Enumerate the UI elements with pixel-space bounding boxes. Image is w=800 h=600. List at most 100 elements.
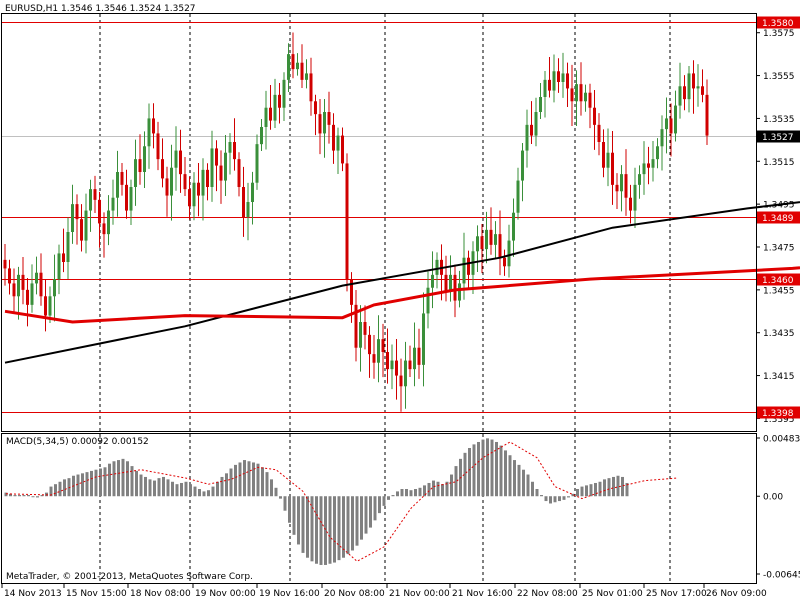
macd-axis: 0.00483 0.00 -0.00645	[756, 435, 800, 581]
macd-bar	[126, 461, 129, 497]
candle-body	[386, 352, 389, 370]
macd-signal-group	[5, 441, 677, 562]
macd-bar	[225, 473, 228, 497]
macd-bar	[450, 474, 453, 497]
level-label-box	[757, 16, 800, 29]
candle-body	[179, 150, 182, 175]
candle-body	[624, 174, 628, 198]
time-label: 21 Nov 00:00	[389, 589, 450, 599]
candle-body	[476, 236, 479, 252]
candle-body	[17, 274, 20, 297]
candle-body	[683, 86, 686, 100]
macd-bar	[571, 493, 575, 497]
macd-bar	[297, 496, 300, 545]
macd-bar	[40, 495, 44, 497]
candle-body	[44, 296, 47, 316]
macd-bar	[175, 484, 179, 497]
macd-bar	[184, 481, 188, 497]
macd-tick-label: 0.00483	[763, 435, 800, 445]
macd-bar	[603, 479, 606, 497]
macd-bar	[139, 474, 143, 497]
macd-bar	[549, 496, 552, 504]
macd-bar	[306, 496, 309, 558]
macd-bar	[454, 466, 458, 497]
candle-body	[593, 107, 596, 125]
macd-bar	[517, 464, 521, 497]
macd-bar	[333, 496, 336, 563]
macd-bar	[585, 485, 588, 497]
level-label-box	[757, 273, 800, 286]
candle-body	[395, 360, 398, 376]
macd-bar	[495, 441, 498, 497]
macd-bar	[220, 476, 224, 497]
macd-bar	[31, 496, 35, 498]
macd-bar	[346, 496, 350, 555]
candle-body	[530, 124, 533, 136]
candle-body	[431, 274, 434, 288]
candle-body	[539, 97, 542, 112]
macd-bar	[616, 475, 620, 497]
candle-body	[327, 112, 331, 125]
candle-body	[170, 167, 173, 196]
macd-bar	[256, 463, 260, 497]
candle-body	[287, 54, 290, 80]
candle-body	[435, 259, 439, 275]
macd-bar	[180, 482, 183, 497]
macd-bar	[198, 489, 201, 497]
macd-bar	[567, 496, 570, 498]
time-label: 20 Nov 08:00	[324, 589, 385, 599]
candle-body	[264, 107, 268, 127]
level-label-box	[757, 406, 800, 419]
macd-histogram	[4, 438, 629, 565]
macd-bar	[463, 452, 467, 497]
macd-bar	[166, 479, 170, 497]
candle-body	[336, 135, 340, 151]
candle-body	[183, 174, 187, 190]
candle-body	[422, 313, 425, 365]
candle-body	[125, 184, 128, 211]
macd-bar	[252, 462, 255, 497]
macd-bar	[310, 496, 314, 562]
candle-body	[570, 88, 574, 102]
candle-body	[255, 144, 259, 183]
macd-bar	[130, 466, 134, 497]
candle-body	[638, 174, 641, 185]
candle-body	[489, 229, 493, 245]
macd-bar	[157, 478, 161, 497]
time-label: 15 Nov 15:00	[66, 589, 127, 599]
time-label: 25 Nov 01:00	[582, 589, 643, 599]
macd-bar	[49, 486, 53, 497]
candle-body	[21, 274, 25, 290]
candle-body	[575, 84, 578, 102]
candle-body	[246, 202, 250, 217]
macd-bar	[378, 496, 381, 514]
candle-body	[534, 112, 538, 136]
candle-body	[705, 94, 709, 136]
macd-bar	[544, 496, 548, 502]
candle-body	[3, 259, 7, 269]
candle-body	[629, 197, 632, 211]
candle-body	[39, 272, 43, 297]
macd-bar	[594, 482, 597, 497]
time-label: 25 Nov 17:00	[646, 589, 707, 599]
macd-bar	[243, 460, 246, 497]
candle-body	[273, 94, 277, 121]
macd-bar	[423, 485, 426, 497]
macd-bar	[229, 468, 233, 497]
macd-bar	[193, 486, 197, 497]
macd-bar	[504, 450, 507, 497]
candle-body	[53, 279, 56, 297]
macd-bar	[607, 478, 611, 497]
macd-bar	[319, 496, 323, 565]
macd-bar	[22, 495, 26, 497]
macd-bar	[103, 467, 107, 497]
candle-body	[282, 79, 286, 108]
candle-body	[210, 148, 214, 187]
price-tick-label: 1.3395	[763, 415, 795, 425]
candle-body	[660, 129, 664, 147]
candle-body	[444, 274, 448, 292]
macd-bar	[324, 496, 327, 565]
macd-bar	[112, 461, 116, 497]
candles-group	[3, 32, 709, 412]
candle-body	[291, 54, 295, 70]
